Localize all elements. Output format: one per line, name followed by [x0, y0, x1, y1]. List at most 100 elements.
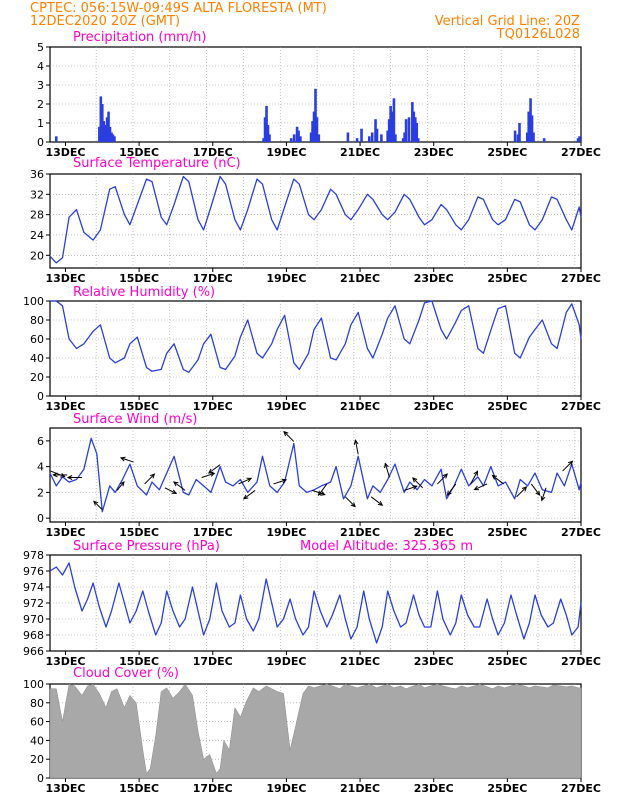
wind-arrow-head: [320, 491, 326, 496]
precip-bar: [315, 117, 319, 142]
precip-bar: [297, 130, 300, 142]
precip-bar: [532, 132, 535, 142]
humidity-panel: 0 20 40 60 80 100 13DEC 15DEC 17DEC 19DEC 21DEC 23D…: [23, 285, 601, 413]
precip-bar: [389, 105, 392, 142]
xtick-label: 25DEC: [487, 400, 527, 413]
xtick-label: 21DEC: [340, 782, 380, 795]
cloud-title: Cloud Cover (%): [73, 666, 179, 681]
xtick-label: 15DEC: [119, 655, 159, 668]
precip-bar: [107, 111, 110, 142]
wind-arrow-shaft: [370, 496, 383, 506]
ytick-label: 966: [23, 645, 44, 658]
ytick-label: 6: [37, 435, 44, 448]
ytick-label: 2: [37, 98, 44, 111]
precip-bar: [391, 111, 394, 142]
wind-arrow-shaft: [562, 460, 573, 472]
precip-bar: [516, 134, 520, 142]
xtick-label: 25DEC: [487, 782, 527, 795]
ytick-label: 100: [23, 295, 44, 308]
wind-arrow-shaft: [446, 483, 457, 496]
ytick-label: 2: [37, 486, 44, 499]
xtick-label: 27DEC: [561, 655, 601, 668]
wind-arrow-shaft: [120, 457, 134, 463]
precip-bar: [416, 138, 420, 142]
xtick-label: 23DEC: [414, 146, 454, 159]
header-location: CPTEC: 056:15W-09:49S ALTA FLORESTA (MT): [30, 1, 327, 16]
wind-arrow-head: [535, 490, 541, 497]
wind-arrow-shaft: [437, 473, 448, 485]
wind-arrow-head: [353, 439, 359, 445]
xtick-label: 15DEC: [119, 782, 159, 795]
wind-arrow-shaft: [344, 496, 356, 507]
wind-arrow-head: [150, 473, 156, 479]
xtick-label: 19DEC: [266, 526, 306, 539]
wind-arrow-head: [317, 490, 323, 497]
wind-arrow-head: [412, 477, 418, 483]
xtick-label: 17DEC: [193, 272, 233, 285]
wind-arrow-head: [473, 485, 480, 491]
precip-bar: [542, 138, 546, 142]
temperature-frame: [49, 173, 582, 269]
precip-bar: [370, 132, 374, 142]
wind-arrow-shaft: [412, 477, 424, 489]
precipitation-title: Precipitation (mm/h): [73, 30, 206, 45]
ytick-label: 0: [37, 136, 44, 149]
wind-arrow-head: [442, 473, 449, 479]
ytick-label: 970: [23, 613, 44, 626]
ytick-label: 20: [30, 249, 44, 262]
wind-arrow-shaft: [530, 483, 541, 496]
precip-bar: [289, 138, 293, 142]
xtick-label: 27DEC: [561, 272, 601, 285]
xtick-label: 13DEC: [45, 272, 85, 285]
pressure-line: [49, 562, 582, 644]
wind-arrow-shaft: [50, 470, 65, 478]
wind-arrow-head: [246, 477, 253, 483]
wind-arrow-shaft: [470, 471, 478, 485]
precip-bar: [394, 134, 397, 142]
wind-arrow-shaft: [312, 489, 325, 496]
xtick-label: 13DEC: [45, 526, 85, 539]
humidity-frame: [49, 300, 582, 397]
wind-arrow-shaft: [164, 487, 177, 494]
wind-arrow-head: [66, 475, 73, 480]
humidity-title: Relative Humidity (%): [73, 285, 215, 300]
pressure-panel: 966 968 970 972 974 976 978 13DEC 15DEC 17DEC 19DE…: [23, 539, 601, 668]
ytick-label: 24: [30, 229, 44, 242]
xtick-label: 25DEC: [487, 526, 527, 539]
precip-bar: [412, 111, 416, 142]
wind-arrow-head: [119, 456, 126, 462]
ytick-label: 20: [30, 371, 44, 384]
temperature-title: Surface Temperature (nC): [73, 156, 241, 171]
precip-bar: [407, 117, 411, 142]
precip-bar: [110, 132, 113, 142]
precip-bar: [413, 117, 417, 142]
temperature-line: [49, 175, 582, 264]
precip-bar: [374, 119, 377, 142]
wind-arrow-shaft: [173, 481, 186, 491]
xtick-label: 17DEC: [193, 400, 233, 413]
precip-bar: [518, 123, 521, 142]
wind-arrow-head: [567, 460, 574, 466]
wind-arrow-head: [521, 486, 528, 492]
xtick-label: 17DEC: [193, 526, 233, 539]
xtick-label: 15DEC: [119, 272, 159, 285]
ytick-label: 968: [23, 629, 44, 642]
wind-arrow-head: [446, 490, 452, 497]
wind-title: Surface Wind (m/s): [73, 412, 197, 427]
precip-bar: [113, 136, 116, 142]
precip-bar: [108, 126, 112, 142]
xtick-label: 21DEC: [340, 400, 380, 413]
precip-bar: [292, 134, 296, 142]
xtick-label: 23DEC: [414, 655, 454, 668]
xtick-label: 21DEC: [340, 526, 380, 539]
precip-bar: [346, 132, 350, 142]
precip-bar: [513, 130, 517, 142]
wind-arrow-head: [93, 500, 99, 506]
ytick-label: 100: [23, 678, 44, 691]
precip-bar: [268, 134, 271, 142]
header-date: 12DEC2020 20Z (GMT): [30, 14, 180, 29]
wind-line: [49, 437, 582, 513]
xtick-label: 19DEC: [266, 782, 306, 795]
xtick-label: 13DEC: [45, 146, 85, 159]
wind-arrow-shaft: [404, 485, 418, 491]
